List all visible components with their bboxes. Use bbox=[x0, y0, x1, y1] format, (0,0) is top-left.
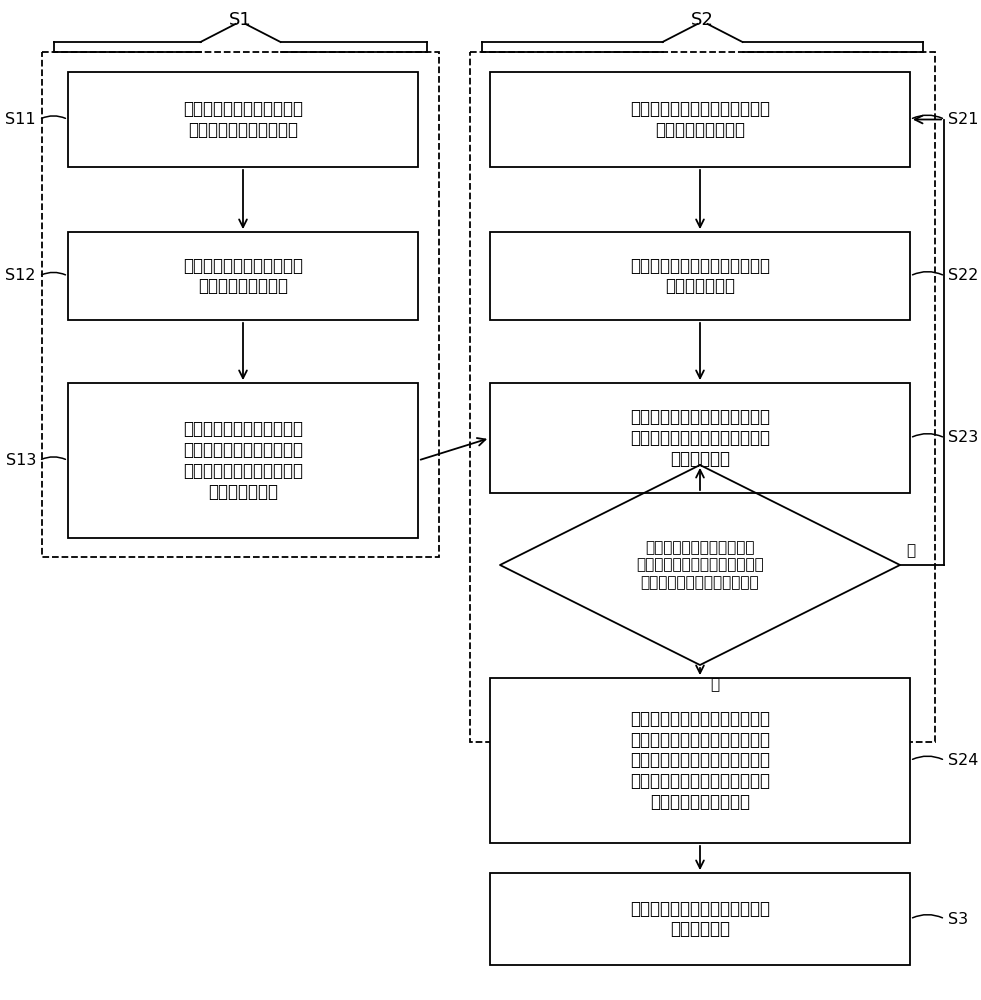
Text: S12: S12 bbox=[6, 268, 36, 284]
Text: S1: S1 bbox=[230, 11, 252, 29]
Bar bbox=[68, 72, 418, 167]
Text: 获取第二人体运动时的彩色图像
序列和深度图像序列: 获取第二人体运动时的彩色图像 序列和深度图像序列 bbox=[630, 100, 770, 139]
Bar bbox=[490, 873, 910, 965]
Bar bbox=[68, 383, 418, 538]
Text: 判断输入的第二人体关键点
坐标序列的时间长度是否大于或
等于模板动作序列的时间长度: 判断输入的第二人体关键点 坐标序列的时间长度是否大于或 等于模板动作序列的时间长… bbox=[636, 540, 764, 590]
Text: 获取第二人体关键点相对相机坐
标系的三维坐标: 获取第二人体关键点相对相机坐 标系的三维坐标 bbox=[630, 257, 770, 295]
Text: S22: S22 bbox=[948, 268, 978, 284]
Bar bbox=[490, 232, 910, 320]
Bar bbox=[68, 232, 418, 320]
Text: S21: S21 bbox=[948, 112, 978, 127]
Text: S23: S23 bbox=[948, 430, 978, 446]
Bar bbox=[490, 678, 910, 843]
Text: S2: S2 bbox=[691, 11, 714, 29]
Text: 对输入动作和模板动作的相似性
进行实时评价: 对输入动作和模板动作的相似性 进行实时评价 bbox=[630, 900, 770, 938]
Text: 否: 否 bbox=[906, 544, 915, 558]
Text: S3: S3 bbox=[948, 912, 968, 926]
Text: 截取第一人体关键点的坐标
序列并将其作为待对比的模
板动作序列，模板动作序列
构成模板动作库: 截取第一人体关键点的坐标 序列并将其作为待对比的模 板动作序列，模板动作序列 构… bbox=[183, 420, 303, 501]
Bar bbox=[42, 52, 439, 557]
Bar bbox=[470, 52, 935, 742]
Text: S13: S13 bbox=[6, 453, 36, 468]
Text: 获取第一人体运动时的彩色
图像序列和深度图像序列: 获取第一人体运动时的彩色 图像序列和深度图像序列 bbox=[183, 100, 303, 139]
Bar bbox=[490, 72, 910, 167]
Bar bbox=[490, 383, 910, 493]
Text: 获取第一人体关键点相对相
机坐标系的三维坐标: 获取第一人体关键点相对相 机坐标系的三维坐标 bbox=[183, 257, 303, 295]
Text: S11: S11 bbox=[5, 112, 36, 127]
Text: S24: S24 bbox=[948, 753, 978, 768]
Text: 是: 是 bbox=[710, 678, 719, 692]
Text: 从模板动作库选取待对比的模板
动作序列，并获取该模板动作序
列的时间长度: 从模板动作库选取待对比的模板 动作序列，并获取该模板动作序 列的时间长度 bbox=[630, 408, 770, 468]
Text: 截取与模板动作序列的时间长度
相同且截止时间为当前输入的第
二人体关键点坐标序列最新时间
的第二人体关键点坐标序列，并
将其作为输入动作序列: 截取与模板动作序列的时间长度 相同且截止时间为当前输入的第 二人体关键点坐标序列… bbox=[630, 710, 770, 811]
